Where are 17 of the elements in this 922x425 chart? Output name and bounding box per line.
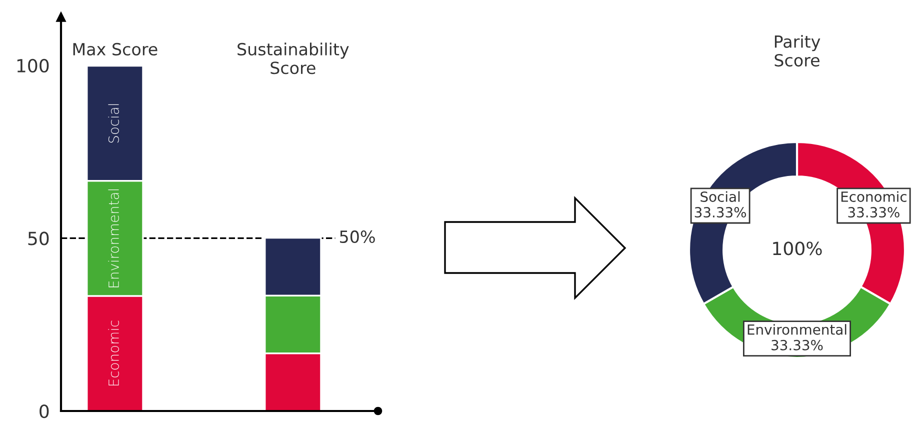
text: 100% (773, 242, 822, 256)
data-label: 33.33% (772, 340, 823, 350)
series-label: Environmental (108, 190, 119, 288)
slice-label: Economic (841, 191, 906, 202)
slice-label: Social (700, 191, 740, 202)
data-label: 33.33% (694, 207, 746, 218)
y-tick-label: 0 (40, 404, 49, 418)
data-label: 33.33% (848, 207, 900, 218)
y-tick-label: 50 (28, 232, 49, 246)
ref-line-label: 50% (340, 230, 375, 244)
slice-label: Environmental (748, 324, 846, 335)
series-label: Economic (108, 320, 119, 386)
x-tick-label: Sustainability Score (238, 42, 349, 74)
y-tick-label: 100 (17, 58, 49, 72)
chart-title: Parity Score (774, 35, 820, 67)
series-label: Social (108, 104, 119, 143)
x-tick-label: Max Score (73, 42, 158, 56)
